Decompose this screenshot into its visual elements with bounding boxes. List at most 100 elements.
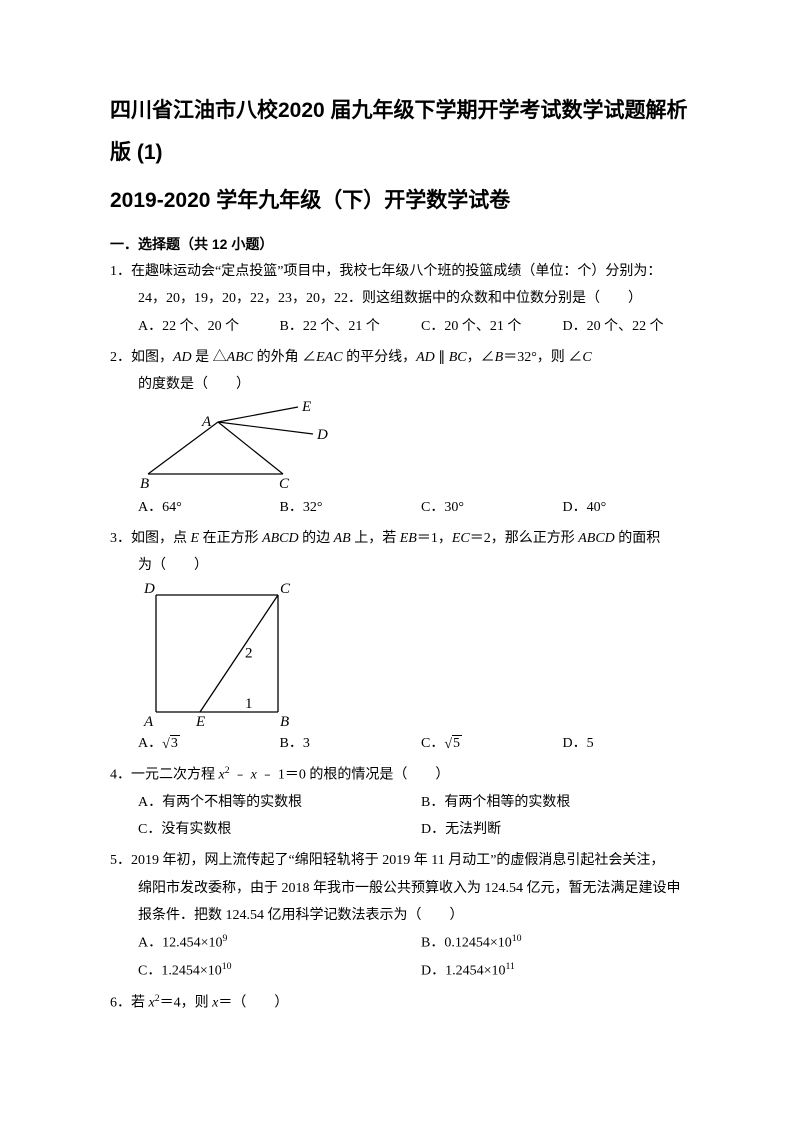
q2-opt-c: C．30°	[421, 494, 563, 521]
q4-t2: ﹣	[230, 768, 251, 783]
q3-t5: ＝1，	[417, 531, 452, 546]
q3-e: E	[191, 531, 200, 546]
svg-text:E: E	[301, 399, 311, 415]
doc-title: 四川省江油市八校2020 届九年级下学期开学考试数学试题解析 版 (1)	[110, 90, 704, 174]
q3-options: A．3 B．3 C．5 D．5	[110, 730, 704, 757]
q5-a-e: 9	[223, 933, 228, 944]
sqrt-icon: 5	[444, 730, 462, 757]
doc-subtitle: 2019-2020 学年九年级（下）开学数学试卷	[110, 178, 704, 224]
square-diagram: ABCDE12	[138, 580, 298, 730]
q3-t1: 如图，点	[131, 531, 191, 546]
q1-opt-a: A．22 个、20 个	[138, 313, 280, 340]
q4-opt-c: C．没有实数根	[138, 816, 421, 843]
svg-text:D: D	[316, 427, 328, 443]
q1-number: 1．	[110, 264, 131, 279]
q1-options: A．22 个、20 个 B．22 个、21 个 C．20 个、21 个 D．20…	[110, 313, 704, 340]
q5-opt-b: B．0.12454×1010	[421, 929, 704, 957]
q2-t3: 的外角 ∠	[253, 350, 316, 365]
q3-figure: ABCDE12	[110, 580, 704, 730]
q2-opt-b: B．32°	[280, 494, 422, 521]
title-line-2: 版 (1)	[110, 141, 163, 164]
q1-opt-d: D．20 个、22 个	[563, 313, 705, 340]
section-heading: 一．选择题（共 12 小题）	[110, 234, 704, 254]
q2-t1: 如图，	[131, 350, 173, 365]
q1-line1: 在趣味运动会“定点投篮”项目中，我校七年级八个班的投篮成绩（单位：个）分别为：	[131, 264, 661, 279]
q1-opt-c: C．20 个、21 个	[421, 313, 563, 340]
q6-t3: ＝（ ）	[218, 996, 288, 1011]
q3-eb: EB	[400, 531, 417, 546]
q5-opt-a: A．12.454×109	[138, 929, 421, 957]
q3-c-val: 5	[452, 735, 462, 751]
q2-opt-a: A．64°	[138, 494, 280, 521]
q2-t4: 的平分线，	[343, 350, 417, 365]
svg-text:C: C	[280, 581, 291, 597]
q2-c: C	[582, 350, 591, 365]
q3-opt-b: B．3	[280, 730, 422, 757]
q3-opt-d: D．5	[563, 730, 705, 757]
q4-t3: ﹣ 1＝0 的根的情况是（ ）	[257, 768, 450, 783]
title-line-1: 四川省江油市八校2020 届九年级下学期开学考试数学试题解析	[110, 99, 688, 122]
q3-t4: 上，若	[351, 531, 400, 546]
q5-b-m: B．0.12454×10	[421, 936, 512, 951]
svg-text:C: C	[279, 476, 290, 492]
q3-ec: EC	[452, 531, 470, 546]
q2-t2: 是 △	[192, 350, 227, 365]
q6-t1: 若	[131, 996, 149, 1011]
q5-b-e: 10	[512, 933, 522, 944]
q6-t2: ＝4，则	[160, 996, 213, 1011]
question-3: 3．如图，点 E 在正方形 ABCD 的边 AB 上，若 EB＝1，EC＝2，那…	[110, 525, 704, 757]
q3-t6: ＝2，那么正方形	[470, 531, 579, 546]
q5-c-m: C．1.2454×10	[138, 964, 222, 979]
svg-text:A: A	[143, 714, 154, 730]
q5-l3: 报条件．把数 124.54 亿用科学记数法表示为（ ）	[110, 902, 704, 929]
q5-l2: 绵阳市发改委称，由于 2018 年我市一般公共预算收入为 124.54 亿元，暂…	[110, 875, 704, 902]
q3-ab: AB	[334, 531, 351, 546]
svg-text:2: 2	[245, 645, 253, 661]
q4-opt-a: A．有两个不相等的实数根	[138, 789, 421, 816]
q5-d-m: D．1.2454×10	[421, 964, 506, 979]
question-6: 6．若 x2＝4，则 x＝（ ）	[110, 989, 704, 1017]
q1-opt-b: B．22 个、21 个	[280, 313, 422, 340]
triangle-diagram: ABCDE	[138, 399, 338, 494]
q2-t6: ＝32°，则 ∠	[503, 350, 582, 365]
q5-options-row2: C．1.2454×1010 D．1.2454×1011	[110, 957, 704, 985]
q2-t7: 的度数是（ ）	[138, 377, 250, 392]
q2-figure: ABCDE	[110, 399, 704, 494]
q2-bc: BC	[449, 350, 467, 365]
question-1: 1．在趣味运动会“定点投篮”项目中，我校七年级八个班的投篮成绩（单位：个）分别为…	[110, 258, 704, 340]
question-2: 2．如图，AD 是 △ABC 的外角 ∠EAC 的平分线，AD ∥ BC，∠B＝…	[110, 344, 704, 521]
q5-d-e: 11	[506, 961, 515, 972]
q3-opt-a: A．3	[138, 730, 280, 757]
svg-text:E: E	[195, 714, 205, 730]
q2-par: ∥	[435, 350, 449, 365]
q4-number: 4．	[110, 768, 131, 783]
q2-b: B	[495, 350, 504, 365]
q4-opt-b: B．有两个相等的实数根	[421, 789, 704, 816]
q3-abcd2: ABCD	[578, 531, 615, 546]
q5-options-row1: A．12.454×109 B．0.12454×1010	[110, 929, 704, 957]
q4-options-row2: C．没有实数根 D．无法判断	[110, 816, 704, 843]
q3-tail2: 为（ ）	[110, 552, 704, 579]
q2-adp: AD	[416, 350, 435, 365]
q3-abcd: ABCD	[262, 531, 299, 546]
q5-l1: 2019 年初，网上流传起了“绵阳轻轨将于 2019 年 11 月动工”的虚假消…	[131, 853, 664, 868]
q1-line2: 24，20，19，20，22，23，20，22．则这组数据中的众数和中位数分别是…	[110, 285, 704, 312]
q5-number: 5．	[110, 853, 131, 868]
q2-t5: ，∠	[467, 350, 495, 365]
sqrt-icon: 3	[162, 730, 180, 757]
q5-opt-d: D．1.2454×1011	[421, 957, 704, 985]
q5-opt-c: C．1.2454×1010	[138, 957, 421, 985]
q3-t7: 的面积	[615, 531, 661, 546]
question-5: 5．2019 年初，网上流传起了“绵阳轻轨将于 2019 年 11 月动工”的虚…	[110, 847, 704, 985]
q2-number: 2．	[110, 350, 131, 365]
q3-a-val: 3	[170, 735, 180, 751]
q3-t3: 的边	[299, 531, 334, 546]
q2-ad: AD	[173, 350, 192, 365]
question-4: 4．一元二次方程 x2 ﹣ x ﹣ 1＝0 的根的情况是（ ） A．有两个不相等…	[110, 761, 704, 844]
q4-opt-d: D．无法判断	[421, 816, 704, 843]
svg-text:D: D	[143, 581, 155, 597]
exam-page: 四川省江油市八校2020 届九年级下学期开学考试数学试题解析 版 (1) 201…	[0, 0, 794, 1077]
q3-number: 3．	[110, 531, 131, 546]
svg-text:B: B	[280, 714, 289, 730]
svg-text:A: A	[201, 414, 212, 430]
